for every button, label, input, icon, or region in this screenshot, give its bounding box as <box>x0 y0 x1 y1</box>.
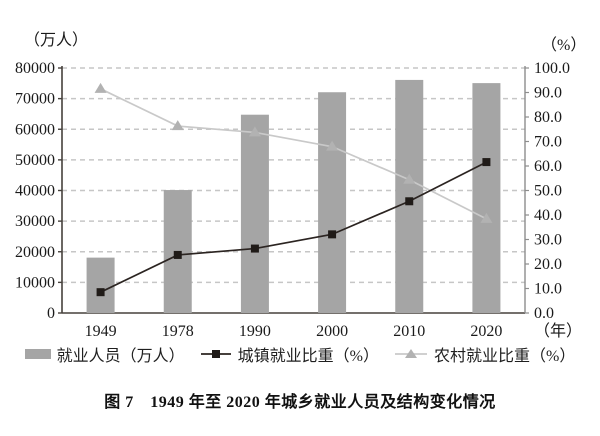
rural-share-line <box>94 82 493 223</box>
legend-item-employed: 就业人员（万人） <box>24 342 185 366</box>
bars <box>86 79 501 314</box>
svg-text:40000: 40000 <box>15 183 55 200</box>
right-axis-unit-label: （%） <box>541 37 587 54</box>
svg-text:0.0: 0.0 <box>534 305 554 322</box>
x-tick-labels: 1949 1978 1990 2000 2010 2020 （年） <box>85 322 582 340</box>
svg-text:60000: 60000 <box>15 121 55 138</box>
right-axis-ticks: 0.0 10.0 20.0 30.0 40.0 50.0 60.0 70.0 80.0 90.0 1… <box>525 60 570 322</box>
svg-text:20.0: 20.0 <box>534 256 562 273</box>
legend-item-rural-share: 农村就业比重（%） <box>394 342 575 366</box>
svg-text:（年）: （年） <box>534 322 582 340</box>
svg-text:10.0: 10.0 <box>534 281 562 298</box>
triangle-line-marker-icon <box>395 349 427 358</box>
svg-text:60.0: 60.0 <box>534 158 562 175</box>
legend-label-urban-share: 城镇就业比重（%） <box>237 348 379 365</box>
axis-lines <box>61 66 526 314</box>
svg-text:50.0: 50.0 <box>534 183 562 200</box>
bar-swatch-icon <box>24 349 51 359</box>
svg-text:50000: 50000 <box>15 152 55 169</box>
svg-text:70000: 70000 <box>15 91 55 108</box>
svg-text:30.0: 30.0 <box>534 232 562 249</box>
legend: 就业人员（万人） 城镇就业比重（%） 农村就业比重（%） <box>0 342 600 366</box>
svg-text:40.0: 40.0 <box>534 207 562 224</box>
urban-share-line <box>96 158 491 297</box>
svg-text:1990: 1990 <box>239 323 271 340</box>
svg-text:80000: 80000 <box>15 60 55 77</box>
svg-text:70.0: 70.0 <box>534 134 562 151</box>
legend-label-rural-share: 农村就业比重（%） <box>434 348 576 365</box>
svg-text:1978: 1978 <box>162 323 194 340</box>
svg-text:80.0: 80.0 <box>534 109 562 126</box>
svg-text:30000: 30000 <box>15 213 55 230</box>
svg-text:10000: 10000 <box>15 274 55 291</box>
svg-text:100.0: 100.0 <box>534 60 570 77</box>
svg-text:2010: 2010 <box>393 323 425 340</box>
left-axis-ticks: 0 10000 20000 30000 40000 50000 60000 70000 8000… <box>15 60 62 322</box>
chart-plot-area: 0 10000 20000 30000 40000 50000 60000 70000 8000… <box>15 60 582 340</box>
svg-text:2000: 2000 <box>316 323 348 340</box>
legend-label-employed: 就业人员（万人） <box>56 348 185 365</box>
svg-text:0: 0 <box>47 305 55 322</box>
svg-text:2020: 2020 <box>470 323 502 340</box>
left-axis-unit-label: （万人） <box>24 32 89 49</box>
square-line-marker-icon <box>200 350 231 358</box>
figure-caption: 图 7 1949 年至 2020 年城乡就业人员及结构变化情况 <box>104 394 496 411</box>
svg-text:90.0: 90.0 <box>534 85 562 102</box>
legend-item-urban-share: 城镇就业比重（%） <box>200 342 379 366</box>
svg-text:20000: 20000 <box>15 244 55 261</box>
svg-text:1949: 1949 <box>85 323 117 340</box>
grid-lines <box>62 67 525 284</box>
